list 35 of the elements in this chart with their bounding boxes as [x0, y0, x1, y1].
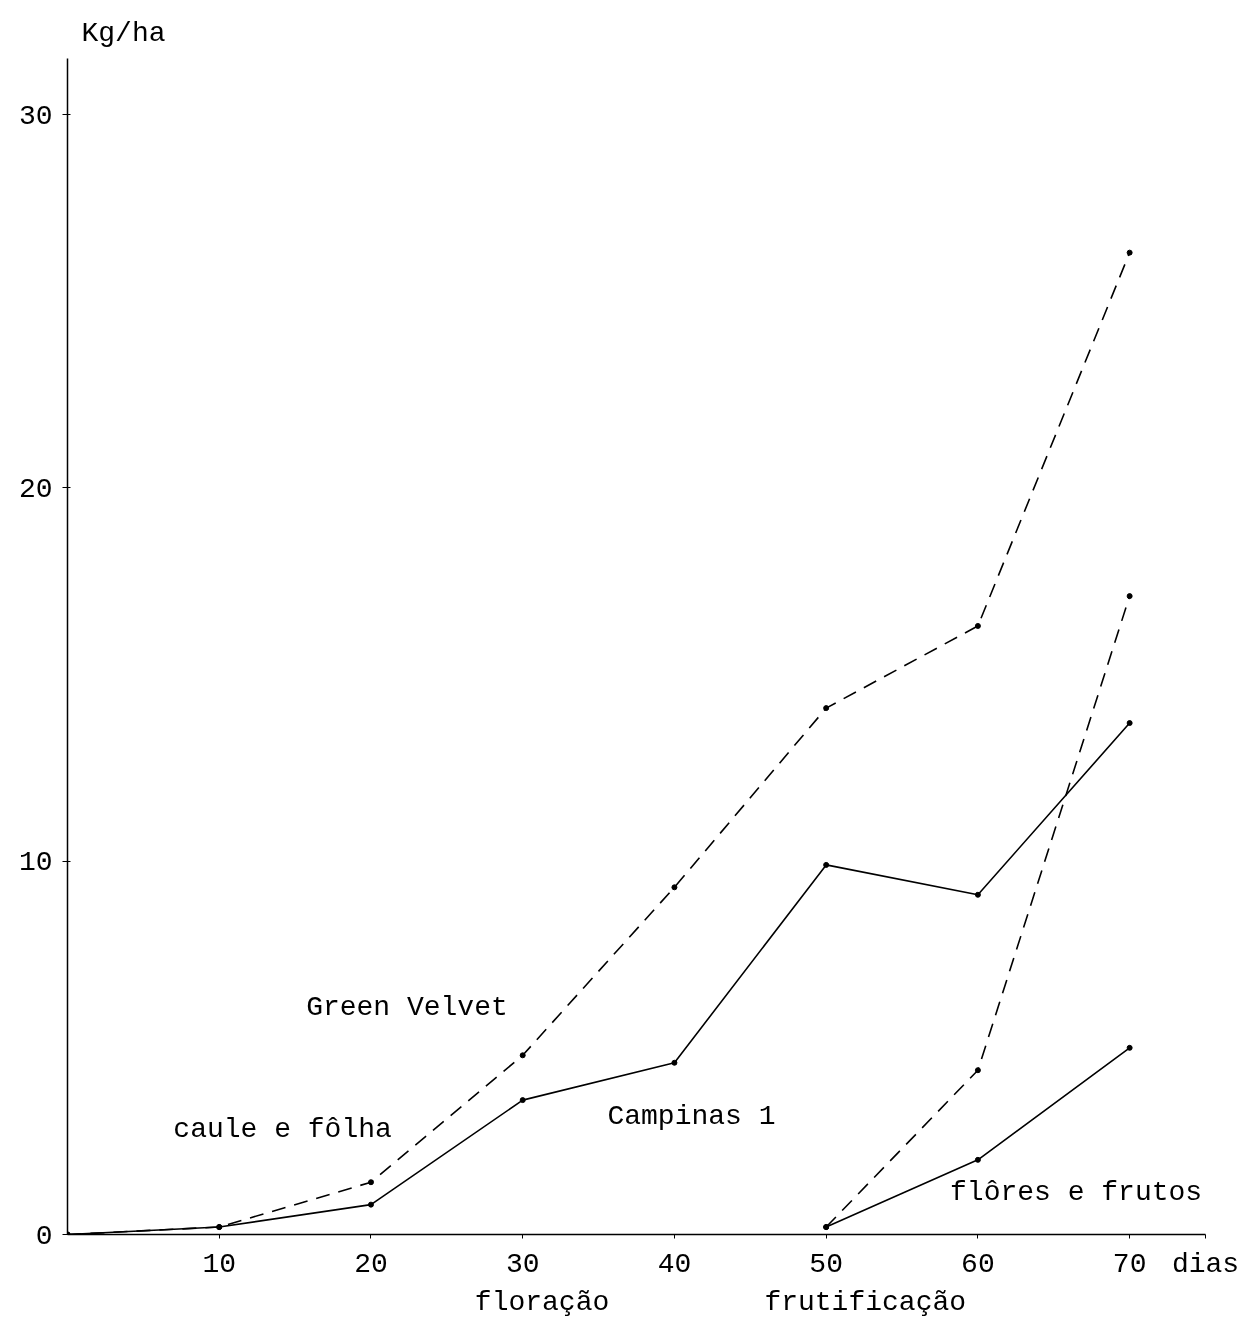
y-tick-label: 10: [18, 847, 53, 879]
point: [1126, 1044, 1133, 1051]
point: [367, 1201, 374, 1208]
annotation: caule e fôlha: [173, 1114, 392, 1146]
point: [974, 1067, 981, 1074]
y-tick-label: 30: [18, 100, 53, 132]
point: [823, 861, 830, 868]
x-tick-label: 30: [505, 1248, 540, 1280]
x-tick-label: 60: [961, 1248, 995, 1280]
point: [519, 1052, 526, 1059]
y-tick-label: 0: [35, 1220, 53, 1252]
y-axis-title: Kg/ha: [81, 17, 166, 49]
point: [974, 891, 981, 898]
x-tick-label: 20: [354, 1248, 388, 1280]
x-tick-label: 40: [657, 1248, 692, 1280]
point: [367, 1179, 374, 1186]
annotation: flôres e frutos: [950, 1176, 1203, 1208]
x-tick-label: 50: [809, 1248, 843, 1280]
point: [1126, 720, 1133, 727]
point: [974, 622, 981, 629]
x-tick-label: 10: [202, 1248, 237, 1280]
point: [671, 1059, 678, 1066]
x-axis-title: dias: [1171, 1248, 1240, 1280]
series-label: Green Velvet: [306, 991, 508, 1023]
point: [974, 1156, 981, 1163]
text: frutificação: [764, 1286, 967, 1318]
y-tick-label: 20: [18, 473, 53, 505]
text: floração: [474, 1286, 610, 1318]
point: [1126, 249, 1133, 256]
x-tick-label: 70: [1112, 1248, 1147, 1280]
point: [671, 884, 678, 891]
point: [823, 705, 830, 712]
point: [519, 1097, 526, 1104]
series-label: Campinas 1: [607, 1101, 776, 1133]
point: [1126, 593, 1133, 600]
